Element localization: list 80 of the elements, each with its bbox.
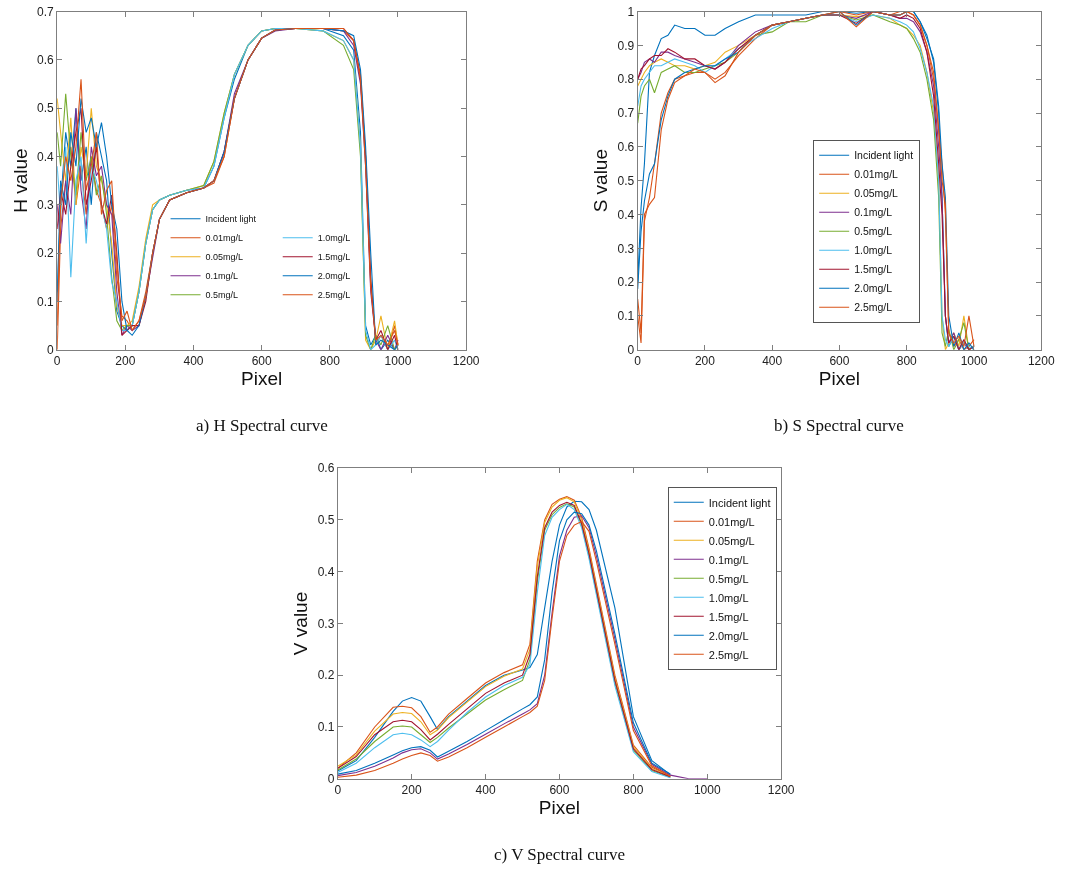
y-tick-label: 0.5 — [317, 513, 335, 528]
legend-label: 0.5mg/L — [205, 290, 239, 301]
legend-label: 0.05mg/L — [708, 534, 755, 547]
x-tick-label: 800 — [896, 354, 918, 369]
y-tick-label: 0.8 — [617, 72, 635, 87]
x-axis-title: Pixel — [241, 368, 283, 390]
x-tick-label: 800 — [319, 354, 341, 369]
y-tick-label: 0.1 — [37, 294, 55, 309]
text: b) S Spectral curve — [774, 416, 904, 435]
y-axis-title: V value — [290, 591, 312, 656]
y-tick-label: 0.3 — [617, 241, 635, 256]
y-tick-label: 0.1 — [617, 309, 635, 324]
legend-label: 2.0mg/L — [708, 629, 749, 642]
y-tick-label: 0.9 — [617, 38, 635, 53]
x-tick-label: 400 — [183, 354, 204, 369]
x-tick-label: 600 — [251, 354, 272, 369]
legend-label: 1.5mg/L — [708, 610, 749, 623]
y-tick-label: 0.3 — [37, 198, 55, 213]
y-tick-label: 0.6 — [617, 140, 635, 155]
legend-label: 1.0mg/L — [854, 244, 893, 257]
y-axis-title: H value — [9, 148, 31, 213]
y-tick-label: 0 — [47, 342, 55, 357]
text: a) H Spectral curve — [196, 416, 328, 435]
y-tick-label: 0.2 — [37, 246, 55, 261]
y-tick-label: 0.7 — [37, 4, 55, 19]
legend-label: 0.1mg/L — [854, 206, 893, 219]
x-tick-label: 1200 — [452, 354, 480, 369]
y-tick-label: 0.2 — [317, 668, 335, 683]
x-tick-label: 1200 — [1027, 354, 1055, 369]
y-tick-label: 0.2 — [617, 275, 635, 290]
legend-label: Incident light — [205, 214, 257, 225]
x-tick-label: 600 — [829, 354, 850, 369]
y-tick-label: 0.5 — [37, 101, 55, 116]
legend-label: 2.5mg/L — [854, 301, 893, 314]
legend-label: 0.01mg/L — [854, 168, 899, 181]
x-tick-label: 200 — [694, 354, 716, 369]
x-axis-title: Pixel — [538, 797, 581, 819]
y-tick-label: 0.6 — [317, 461, 335, 476]
x-tick-label: 200 — [115, 354, 136, 369]
legend-label: 1.5mg/L — [854, 263, 893, 276]
legend-label: 2.5mg/L — [317, 290, 351, 301]
x-tick-label: 400 — [762, 354, 783, 369]
legend-label: 1.0mg/L — [708, 591, 749, 604]
y-tick-label: 0.4 — [317, 564, 335, 579]
y-tick-label: 1 — [627, 4, 635, 19]
y-tick-label: 0 — [327, 771, 335, 786]
x-tick-label: 800 — [623, 783, 644, 798]
text: c) V Spectral curve — [494, 845, 626, 864]
y-tick-label: 0.4 — [37, 149, 55, 164]
x-tick-label: 200 — [401, 783, 422, 798]
x-axis-title: Pixel — [818, 368, 861, 390]
legend-label: 0.5mg/L — [708, 572, 749, 585]
y-tick-label: 0.6 — [37, 53, 55, 68]
legend-label: 2.0mg/L — [854, 282, 893, 295]
legend-label: Incident light — [708, 496, 771, 509]
y-axis-title: S value — [590, 148, 612, 213]
legend-label: 0.5mg/L — [854, 225, 893, 238]
legend-label: 1.0mg/L — [317, 233, 351, 244]
x-tick-label: 1000 — [960, 354, 988, 369]
y-tick-label: 0.5 — [617, 173, 635, 188]
y-tick-label: 0.4 — [617, 207, 635, 222]
x-tick-label: 1000 — [693, 783, 721, 798]
legend-label: 2.5mg/L — [708, 648, 749, 661]
y-tick-label: 0.3 — [317, 616, 335, 631]
legend-label: 0.01mg/L — [708, 515, 755, 528]
legend-label: 0.05mg/L — [854, 187, 899, 200]
x-tick-label: 400 — [475, 783, 496, 798]
legend-label: 0.05mg/L — [205, 252, 244, 263]
legend-label: 0.1mg/L — [205, 271, 239, 282]
y-tick-label: 0.7 — [617, 106, 635, 121]
legend-label: 2.0mg/L — [317, 271, 351, 282]
y-tick-label: 0 — [627, 342, 635, 357]
x-tick-label: 1200 — [767, 783, 795, 798]
legend-label: Incident light — [854, 149, 914, 162]
legend-label: 0.01mg/L — [205, 233, 244, 244]
legend-label: 0.1mg/L — [708, 553, 749, 566]
x-tick-label: 600 — [549, 783, 570, 798]
y-tick-label: 0.1 — [317, 720, 335, 735]
x-tick-label: 1000 — [384, 354, 412, 369]
legend-label: 1.5mg/L — [317, 252, 351, 263]
